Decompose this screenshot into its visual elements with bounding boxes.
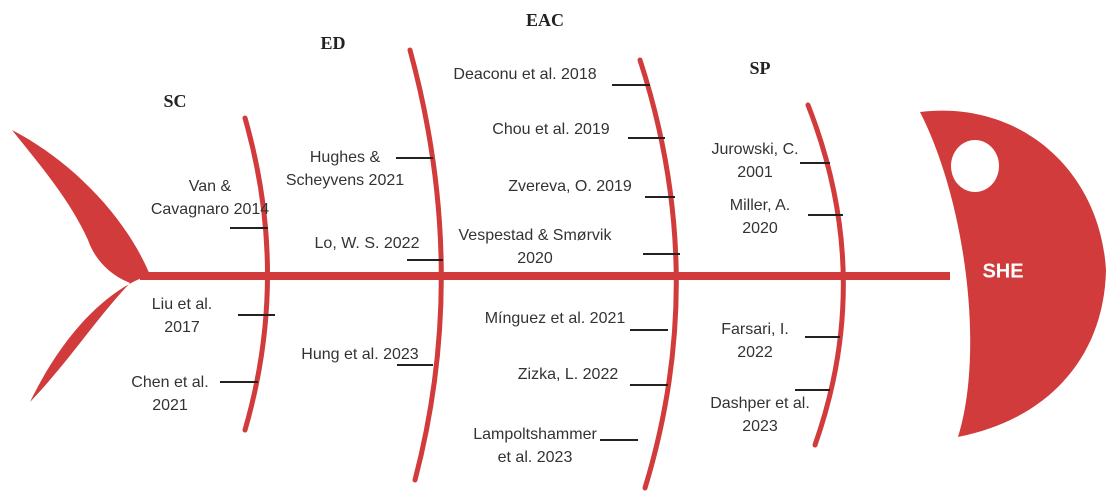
citation-text: Hung et al. 2023 [301, 346, 419, 363]
citation-text: Miller, A. [730, 197, 790, 214]
citation-text: Mínguez et al. 2021 [485, 310, 626, 327]
citation-text: 2020 [517, 250, 553, 267]
citation-text: Dashper et al. [710, 395, 810, 412]
citation-text: Deaconu et al. 2018 [453, 66, 596, 83]
citation-text: Vespestad & Smørvik [459, 227, 613, 244]
citation-text: Scheyvens 2021 [286, 172, 404, 189]
citation-text: Zvereva, O. 2019 [508, 178, 632, 195]
category-label: SC [163, 91, 186, 111]
citation-text: 2017 [164, 319, 200, 336]
fish-tail [12, 130, 150, 402]
fish-head [920, 110, 1106, 438]
citation-text: 2022 [737, 344, 773, 361]
category-bone [637, 57, 679, 491]
citation-text: Zizka, L. 2022 [518, 366, 619, 383]
category-label: EAC [526, 10, 564, 30]
citation-text: 2021 [152, 397, 188, 414]
citation-text: et al. 2023 [498, 449, 573, 466]
citation-text: Hughes & [310, 149, 381, 166]
category-bone [242, 115, 270, 433]
category-bone [805, 102, 846, 448]
head-label: SHE [982, 260, 1023, 282]
citation-text: Lampoltshammer [473, 426, 597, 443]
category-bone [407, 47, 444, 483]
citation-text: Cavagnaro 2014 [151, 201, 269, 218]
citation-text: Chou et al. 2019 [492, 121, 610, 138]
citation-text: Van & [189, 178, 232, 195]
category-label: ED [320, 33, 345, 53]
citation-text: Chen et al. [131, 374, 208, 391]
category-label: SP [749, 58, 770, 78]
citation-text: Jurowski, C. [711, 141, 798, 158]
citation-text: Farsari, I. [721, 321, 789, 338]
citation-text: Liu et al. [152, 296, 212, 313]
citation-text: Lo, W. S. 2022 [315, 235, 420, 252]
fish-eye [951, 140, 999, 192]
citation-text: 2001 [737, 164, 773, 181]
citation-text: 2020 [742, 220, 778, 237]
citation-text: 2023 [742, 418, 778, 435]
